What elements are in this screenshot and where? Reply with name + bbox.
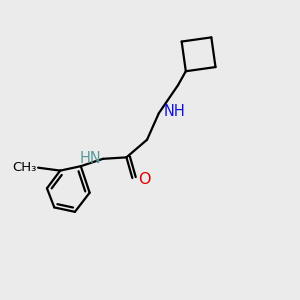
Text: HN: HN xyxy=(80,151,101,166)
Text: O: O xyxy=(138,172,151,187)
Text: CH₃: CH₃ xyxy=(12,161,37,174)
Text: NH: NH xyxy=(163,104,185,119)
